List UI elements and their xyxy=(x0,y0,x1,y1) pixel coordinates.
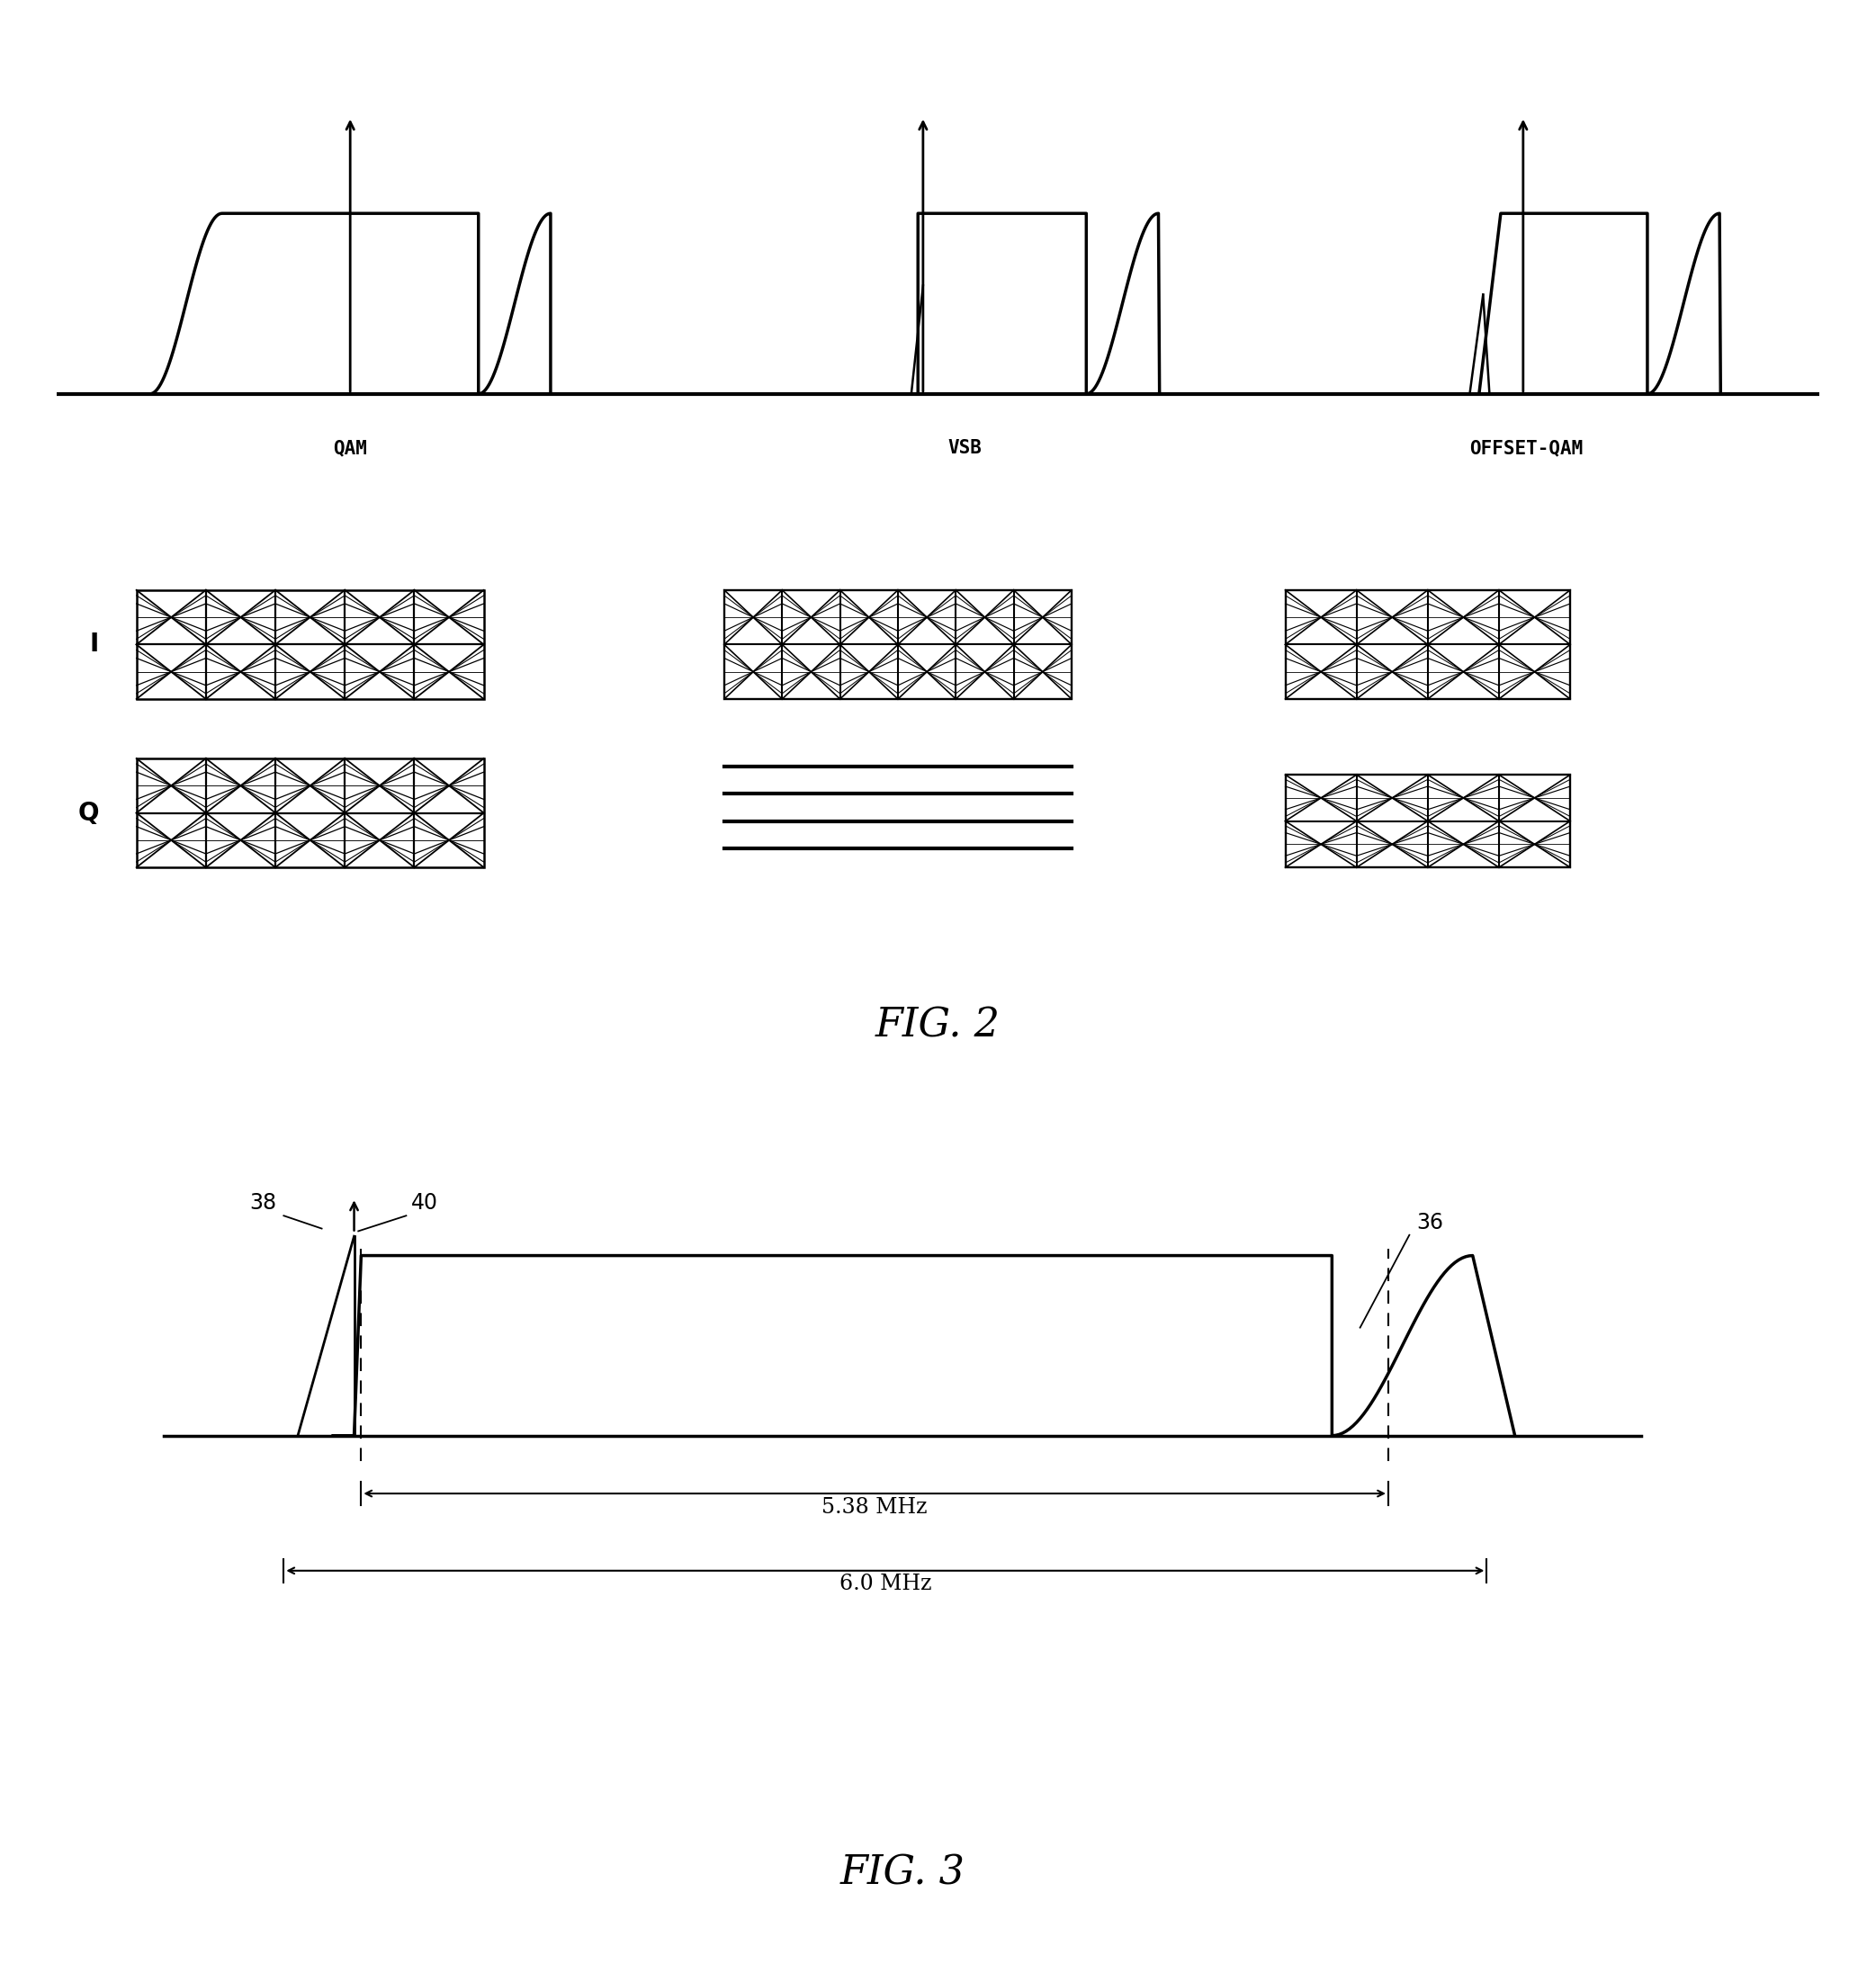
Text: 40: 40 xyxy=(411,1192,437,1214)
Text: 6.0 MHz: 6.0 MHz xyxy=(839,1573,930,1595)
Bar xyxy=(137,758,484,868)
Bar xyxy=(1285,589,1570,699)
Bar xyxy=(137,589,484,699)
Text: 5.38 MHz: 5.38 MHz xyxy=(822,1497,927,1518)
Text: OFFSET-QAM: OFFSET-QAM xyxy=(1469,440,1583,458)
Text: 36: 36 xyxy=(1416,1212,1443,1233)
Text: FIG. 2: FIG. 2 xyxy=(876,1006,1000,1045)
Text: VSB: VSB xyxy=(947,440,981,458)
Text: FIG. 3: FIG. 3 xyxy=(840,1854,966,1893)
Bar xyxy=(724,589,1071,699)
Text: I: I xyxy=(90,632,99,658)
Text: Q: Q xyxy=(79,799,99,825)
Bar xyxy=(1285,774,1570,868)
Text: 38: 38 xyxy=(250,1192,276,1214)
Text: QAM: QAM xyxy=(334,440,368,458)
